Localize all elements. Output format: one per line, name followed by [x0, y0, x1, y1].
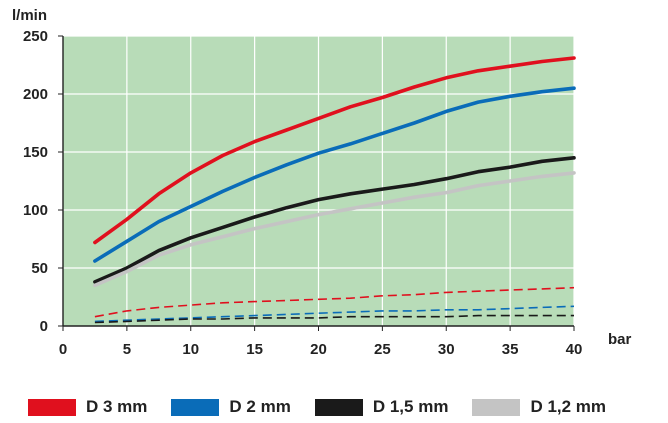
series-line-0 — [93, 56, 576, 245]
x-tick-label: 30 — [438, 341, 455, 358]
series-line-3 — [93, 171, 576, 288]
legend-item-d1-5: D 1,5 mm — [314, 397, 449, 417]
legend-swatch-d1-2 — [472, 398, 521, 416]
x-tick-label: 15 — [246, 341, 263, 358]
series-line-dashed-6 — [94, 314, 574, 324]
x-tick-label: 5 — [123, 341, 131, 358]
x-tick-label: 0 — [59, 341, 67, 358]
x-tick-label: 10 — [182, 341, 199, 358]
y-axis-label: l/min — [12, 7, 47, 24]
legend-label-d1-2: D 1,2 mm — [530, 397, 607, 416]
y-tick-label: 250 — [23, 28, 48, 45]
legend-label-d1-5: D 1,5 mm — [372, 397, 449, 416]
series-line-2 — [93, 156, 576, 284]
legend: D 3 mm D 2 mm D 1,5 mm D 1,2 mm — [28, 396, 658, 418]
legend-label-d2: D 2 mm — [229, 397, 291, 416]
legend-swatch-d1-5 — [314, 398, 363, 416]
tick-labels: 0 5 10 15 20 25 30 35 40 0 50 100 150 200 250 — [23, 28, 582, 358]
y-tick-label: 150 — [23, 144, 48, 161]
y-tick-label: 0 — [40, 318, 48, 335]
x-tick-label: 20 — [310, 341, 327, 358]
axes — [58, 35, 575, 331]
legend-swatch-d3 — [28, 398, 76, 416]
legend-swatch-d2 — [171, 398, 220, 416]
series-line-dashed-5 — [94, 305, 575, 323]
x-tick-label: 25 — [374, 341, 391, 358]
line-chart: 0 5 10 15 20 25 30 35 40 0 50 100 150 200 250 l/min ba… — [12, 7, 632, 358]
series-line-dashed-4 — [94, 286, 575, 318]
x-tick-label: 40 — [566, 341, 583, 358]
x-axis-label: bar — [608, 331, 632, 348]
series-lines — [93, 56, 576, 324]
y-tick-label: 200 — [23, 86, 48, 103]
legend-item-d1-2: D 1,2 mm — [472, 397, 606, 417]
legend-item-d3: D 3 mm — [28, 397, 147, 417]
y-tick-label: 100 — [23, 202, 48, 219]
legend-item-d2: D 2 mm — [171, 397, 291, 417]
y-tick-label: 50 — [31, 260, 48, 277]
series-line-1 — [93, 86, 576, 263]
x-tick-label: 35 — [502, 341, 519, 358]
legend-label-d3: D 3 mm — [86, 397, 148, 416]
